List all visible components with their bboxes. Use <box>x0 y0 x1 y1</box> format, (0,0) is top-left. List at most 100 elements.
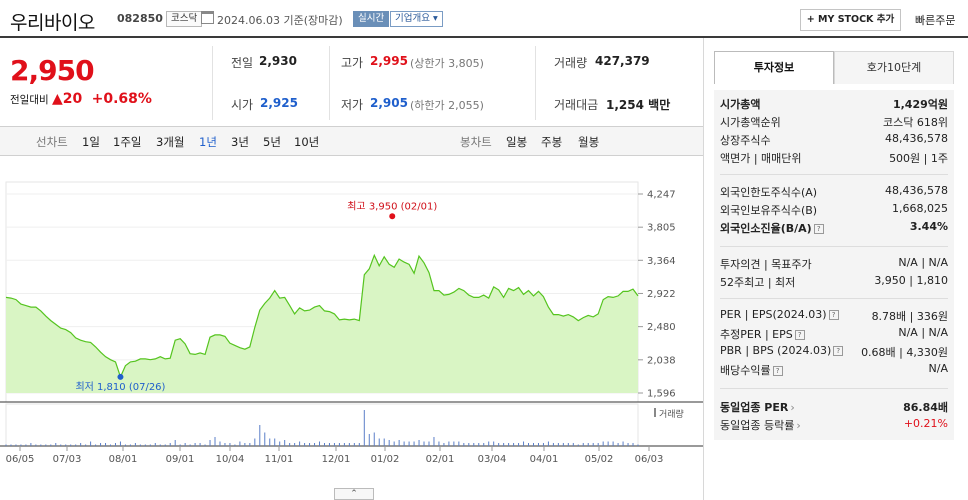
volume-bar <box>363 410 365 446</box>
x-tick-label: 11/01 <box>265 454 294 465</box>
base-date: 2024.06.03 기준(장마감) <box>217 14 343 27</box>
volume-bar <box>179 444 181 446</box>
info-tabs: 투자정보 호가10단계 <box>714 51 954 84</box>
volume-bar <box>537 443 539 446</box>
change-percent: +0.68% <box>91 91 152 107</box>
line-chart-label: 선차트 <box>36 135 68 149</box>
volume-bar <box>20 444 22 446</box>
volume-bar <box>45 444 47 446</box>
help-icon[interactable]: ? <box>833 346 844 356</box>
tab-1d[interactable]: 1일 <box>82 135 100 149</box>
info-row: 배당수익률? N/A <box>720 362 948 379</box>
info-value: N/A | N/A <box>898 326 948 339</box>
volume-bar <box>448 441 450 446</box>
tab-1w[interactable]: 1주일 <box>113 135 142 149</box>
tab-10y[interactable]: 10년 <box>294 135 320 149</box>
help-icon[interactable]: ? <box>772 366 783 376</box>
volume-bar <box>617 443 619 446</box>
help-icon[interactable]: ? <box>828 310 839 320</box>
info-value: 8.78배 | 336원 <box>871 310 948 323</box>
info-label: 액면가 | 매매단위 <box>720 152 802 165</box>
volume-bar <box>498 443 500 446</box>
volume-bar <box>453 441 455 446</box>
tab-investment-info[interactable]: 투자정보 <box>714 51 834 84</box>
price-chart[interactable]: 4,247 3,805 3,364 2,922 2,480 2,038 1,596 06/0… <box>0 160 703 486</box>
volume-bar <box>139 444 141 446</box>
investment-info-panel: 시가총액 1,429억원 시가총액순위 코스닥 618위 상장주식수 48,436,578… <box>714 90 954 440</box>
volume-bar <box>95 444 97 446</box>
company-info-dropdown[interactable]: 기업개요 ▾ <box>390 11 443 27</box>
volume-bar <box>468 443 470 446</box>
volume-bar <box>169 443 171 446</box>
volume-bar <box>254 438 256 446</box>
info-row: PBR | BPS (2024.03)? 0.68배 | 4,330원 <box>720 344 948 361</box>
x-tick-label: 06/05 <box>6 454 35 465</box>
y-tick-label: 2,480 <box>647 322 676 333</box>
volume-bar <box>70 444 72 446</box>
volume-bars <box>5 410 639 446</box>
volume-bar <box>100 443 102 446</box>
volume-bar <box>378 438 380 446</box>
add-my-stock-button[interactable]: + MY STOCK 추가 <box>800 9 901 31</box>
info-label: 동일업종 등락률 <box>720 419 795 432</box>
volume-bar <box>214 437 216 446</box>
prev-close-label: 전일 <box>231 56 254 70</box>
volume-bar <box>319 441 321 446</box>
y-tick-label: 4,247 <box>647 190 676 201</box>
info-value: +0.21% <box>903 417 948 430</box>
info-value: 1,429억원 <box>892 98 948 111</box>
info-value: 500원 | 1주 <box>889 152 948 165</box>
volume-bar <box>597 443 599 446</box>
x-tick-label: 06/03 <box>635 454 664 465</box>
volume-bar <box>552 443 554 446</box>
tab-daily[interactable]: 일봉 <box>506 135 528 149</box>
quick-order-link[interactable]: 빠른주문 <box>915 14 956 27</box>
chevron-right-icon[interactable]: › <box>790 401 795 414</box>
volume-bar <box>144 444 146 446</box>
x-tick-label: 09/01 <box>166 454 195 465</box>
volume-bar <box>323 443 325 446</box>
volume-bar <box>5 444 7 446</box>
x-tick-label: 02/01 <box>426 454 455 465</box>
tab-5y[interactable]: 5년 <box>263 135 281 149</box>
volume-bar <box>508 443 510 446</box>
help-icon[interactable]: ? <box>794 330 805 340</box>
volume-bar <box>403 441 405 446</box>
volume-bar <box>443 443 445 446</box>
volume-bar <box>279 441 281 446</box>
y-tick-label: 1,596 <box>647 389 676 400</box>
lower-limit: (하한가 2,055) <box>410 99 484 112</box>
volume-bar <box>124 444 126 446</box>
info-row: PER | EPS(2024.03)? 8.78배 | 336원 <box>720 308 948 325</box>
chart-period-tabs: 선차트 1일 1주일 3개월 1년 3년 5년 10년 봉차트 일봉 주봉 월봉 <box>0 126 703 156</box>
info-row: 상장주식수 48,436,578 <box>720 132 948 149</box>
volume-bar <box>199 443 201 446</box>
tab-1y[interactable]: 1년 <box>199 135 217 149</box>
volume-bar <box>189 444 191 446</box>
info-label: 배당수익률 <box>720 364 771 377</box>
info-row: 시가총액 1,429억원 <box>720 96 948 113</box>
volume-bar <box>184 443 186 446</box>
help-icon[interactable]: ? <box>813 224 824 234</box>
volume-bar <box>304 443 306 446</box>
volume-bar <box>602 441 604 446</box>
tab-order-book[interactable]: 호가10단계 <box>834 51 954 84</box>
volume-bar <box>314 443 316 446</box>
volume-bar <box>383 438 385 446</box>
tab-weekly[interactable]: 주봉 <box>541 135 563 149</box>
realtime-button[interactable]: 실시간 <box>353 11 390 27</box>
tab-monthly[interactable]: 월봉 <box>578 135 600 149</box>
tab-3m[interactable]: 3개월 <box>156 135 185 149</box>
volume-bar <box>627 443 629 446</box>
volume-bar <box>473 443 475 446</box>
info-label: 외국인한도주식수(A) <box>720 186 818 199</box>
chevron-right-icon[interactable]: › <box>796 419 801 432</box>
tab-3y[interactable]: 3년 <box>231 135 249 149</box>
info-value: N/A <box>928 362 948 375</box>
price-line <box>5 253 639 379</box>
chart-collapse-button[interactable]: ⌃ <box>334 488 374 500</box>
volume-bar <box>159 444 161 446</box>
volume-bar <box>458 441 460 446</box>
info-value: 86.84배 <box>903 401 948 414</box>
volume-bar <box>493 441 495 446</box>
